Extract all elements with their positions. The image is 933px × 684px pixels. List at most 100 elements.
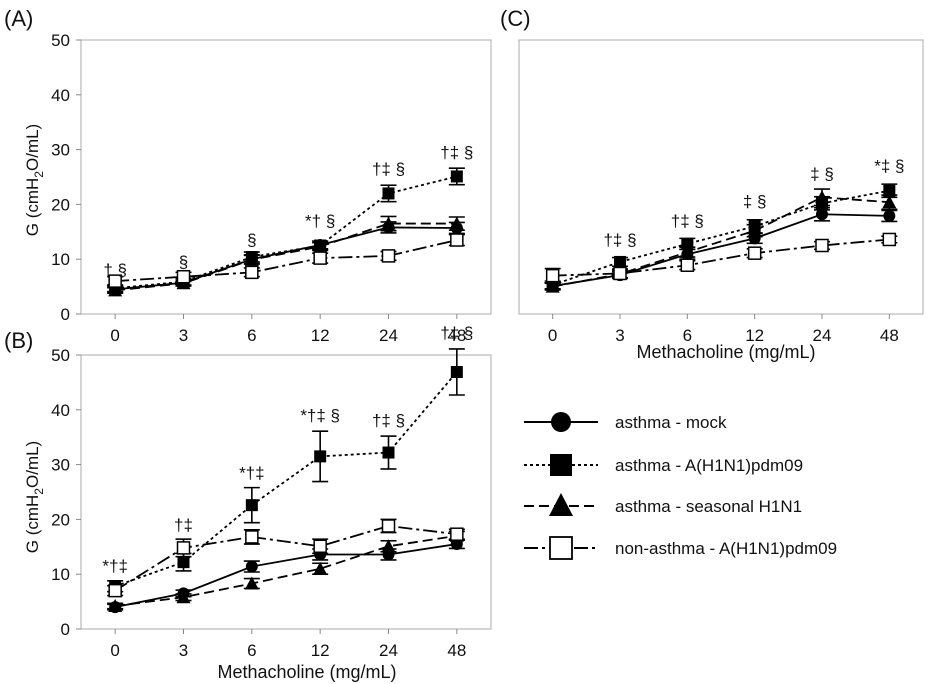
x-tick-label: 3 xyxy=(179,641,188,660)
data-point-square-filled xyxy=(614,255,626,268)
significance-annotation: †‡ § xyxy=(440,324,473,343)
x-tick-label: 48 xyxy=(880,326,899,345)
series-line xyxy=(115,222,457,292)
x-tick-label: 0 xyxy=(110,641,119,660)
panel-c: 0 3 6 12 24 48 †‡ § †‡ § ‡ § ‡ § *‡ § xyxy=(518,39,924,345)
x-axis-title-b: Methacholine (mg/mL) xyxy=(217,662,396,682)
y-axis-title-a: G (cmH2O/mL) xyxy=(23,124,46,236)
y-tick-label: 50 xyxy=(51,346,70,365)
plot-frame xyxy=(80,39,492,315)
data-point-triangle xyxy=(449,216,464,230)
legend-label-nonasthma-pdm09: non-asthma - A(H1N1)pdm09 xyxy=(615,539,837,558)
legend-item-asthma-pdm09: asthma - A(H1N1)pdm09 xyxy=(524,454,803,476)
data-point-square-open xyxy=(545,268,560,283)
significance-annotation: †‡ § xyxy=(440,143,473,162)
data-point-triangle xyxy=(176,590,191,604)
legend-item-asthma-seasonal: asthma - seasonal H1N1 xyxy=(524,493,802,516)
series-line xyxy=(115,534,457,607)
legend-item-asthma-mock: asthma - mock xyxy=(524,412,727,432)
x-tick-label: 6 xyxy=(247,326,256,345)
data-point-square-open xyxy=(882,232,897,247)
panel-label-a: (A) xyxy=(4,6,33,31)
data-point-triangle xyxy=(244,576,259,590)
x-tick-label: 12 xyxy=(745,326,764,345)
series-line xyxy=(115,226,457,291)
x-tick-label: 3 xyxy=(615,326,624,345)
data-point-square-filled xyxy=(314,450,327,463)
data-point-square-open xyxy=(313,251,327,265)
data-point-triangle xyxy=(108,598,123,612)
panel-label-c: (C) xyxy=(500,6,531,31)
data-point-square-filled xyxy=(450,365,463,378)
series-line xyxy=(552,213,890,287)
data-point-square-filled xyxy=(883,184,896,197)
data-point-circle xyxy=(883,209,896,222)
series-line xyxy=(114,543,457,608)
legend-circle-marker xyxy=(551,412,571,432)
series-0 xyxy=(544,206,898,293)
x-tick-label: 6 xyxy=(247,641,256,660)
data-point-square-open xyxy=(613,266,627,281)
y-tick-label: 10 xyxy=(51,565,70,584)
data-point-square-open xyxy=(450,527,464,541)
data-point-square-open xyxy=(381,249,396,263)
y-tick-label: 30 xyxy=(51,456,70,475)
data-point-circle xyxy=(245,560,258,573)
data-point-triangle xyxy=(313,239,328,253)
series-line xyxy=(114,525,457,592)
data-point-square-open xyxy=(313,539,327,554)
data-point-square-open xyxy=(245,530,259,544)
x-tick-label: 0 xyxy=(110,326,119,345)
legend-label-asthma-pdm09: asthma - A(H1N1)pdm09 xyxy=(615,456,803,475)
x-tick-label: 3 xyxy=(179,326,188,345)
significance-annotation: ‡ § xyxy=(743,192,767,211)
significance-annotation: *†‡ xyxy=(102,556,128,575)
series-line xyxy=(552,238,890,277)
legend-open-square-marker xyxy=(549,536,573,560)
data-point-square-open xyxy=(815,238,829,253)
significance-annotation: †‡ § xyxy=(372,411,405,430)
series-1 xyxy=(107,167,465,295)
series-2 xyxy=(544,188,898,293)
significance-annotation: †‡ § xyxy=(603,231,636,250)
series-line xyxy=(114,371,458,588)
data-point-triangle xyxy=(815,190,829,204)
significance-annotation: †‡ § xyxy=(372,159,405,178)
series-1 xyxy=(107,348,465,593)
data-point-square-filled xyxy=(382,446,395,459)
data-point-square-filled xyxy=(245,499,258,512)
significance-annotation: *†‡ xyxy=(239,463,265,482)
significance-annotation: †‡ xyxy=(174,515,193,534)
series-3 xyxy=(107,233,465,288)
significance-annotation: *† § xyxy=(305,211,335,230)
series-0 xyxy=(107,221,465,296)
x-tick-label: 24 xyxy=(813,326,832,345)
data-point-square-filled xyxy=(450,170,463,183)
significance-annotation: *†‡ § xyxy=(300,406,340,425)
x-tick-label: 24 xyxy=(379,326,398,345)
series-3 xyxy=(107,518,465,598)
legend: asthma - mock asthma - A(H1N1)pdm09 asth… xyxy=(524,412,837,560)
data-point-triangle xyxy=(680,245,695,259)
panel-label-b: (B) xyxy=(4,328,33,353)
x-tick-label: 0 xyxy=(548,326,557,345)
data-point-square-open xyxy=(176,269,191,284)
x-tick-label: 24 xyxy=(379,641,398,660)
series-line xyxy=(115,175,458,290)
x-tick-label: 12 xyxy=(311,326,330,345)
data-point-triangle xyxy=(108,283,123,297)
legend-item-nonasthma-pdm09: non-asthma - A(H1N1)pdm09 xyxy=(524,536,837,560)
legend-triangle-marker xyxy=(549,493,573,516)
legend-label-asthma-mock: asthma - mock xyxy=(615,413,727,432)
data-point-triangle xyxy=(747,223,762,237)
data-point-square-open xyxy=(245,265,259,280)
series-line xyxy=(552,189,890,286)
x-tick-label: 6 xyxy=(683,326,692,345)
plot-frame xyxy=(80,354,492,630)
y-tick-label: 10 xyxy=(51,250,70,269)
legend-label-asthma-seasonal: asthma - seasonal H1N1 xyxy=(615,497,802,516)
plot-frame xyxy=(518,39,924,315)
